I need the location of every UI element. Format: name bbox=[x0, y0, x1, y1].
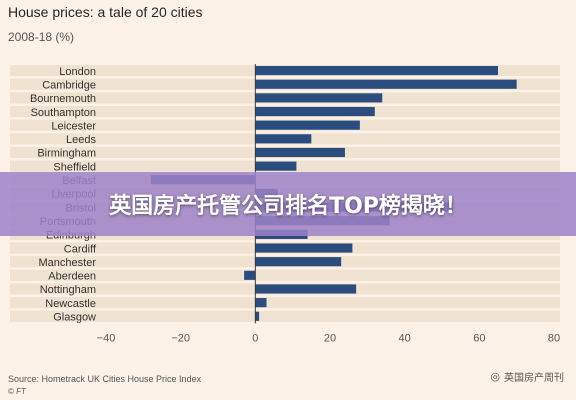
category-label: Aberdeen bbox=[48, 271, 96, 283]
bar bbox=[255, 79, 517, 89]
bar bbox=[255, 120, 360, 130]
promo-banner[interactable]: 英国房产托管公司排名TOP榜揭晓！ bbox=[0, 172, 576, 236]
banner-text: 英国房产托管公司排名TOP榜揭晓！ bbox=[109, 194, 467, 219]
category-label: Nottingham bbox=[40, 284, 96, 296]
watermark: ◎ 英国房产周刊 bbox=[490, 369, 564, 384]
x-tick-label: −40 bbox=[97, 332, 116, 344]
category-label: Manchester bbox=[39, 257, 97, 269]
category-label: Cardiff bbox=[64, 243, 97, 255]
x-tick-label: 60 bbox=[473, 332, 485, 344]
x-tick-label: −20 bbox=[171, 332, 190, 344]
category-label: Sheffield bbox=[53, 161, 96, 173]
source-note: Source: Hometrack UK Cities House Price … bbox=[8, 374, 202, 384]
bar bbox=[255, 284, 357, 294]
row-stripe bbox=[10, 297, 560, 309]
watermark-text: 英国房产周刊 bbox=[504, 373, 564, 384]
bar bbox=[255, 106, 375, 117]
credit-note: © FT bbox=[8, 387, 26, 396]
bar bbox=[255, 93, 383, 103]
chart-title: House prices: a tale of 20 cities bbox=[8, 4, 203, 20]
row-stripe bbox=[10, 310, 560, 322]
bar bbox=[255, 298, 267, 308]
chart-subtitle: 2008-18 (%) bbox=[8, 30, 75, 44]
x-tick-label: 0 bbox=[252, 332, 258, 344]
category-label: Southampton bbox=[31, 107, 96, 119]
bar bbox=[244, 270, 256, 280]
bar bbox=[255, 66, 498, 76]
category-label: Leeds bbox=[66, 134, 96, 146]
bar bbox=[255, 161, 297, 171]
row-stripe bbox=[10, 269, 560, 281]
x-tick-label: 40 bbox=[399, 332, 411, 344]
category-label: Birmingham bbox=[37, 148, 96, 160]
x-tick-label: 80 bbox=[548, 332, 560, 344]
bar bbox=[255, 243, 353, 253]
bar bbox=[255, 311, 260, 321]
category-label: Leicester bbox=[51, 120, 96, 132]
category-label: Glasgow bbox=[53, 312, 96, 324]
category-label: Bournemouth bbox=[30, 93, 96, 105]
wechat-icon: ◎ bbox=[490, 370, 500, 383]
category-label: London bbox=[59, 66, 96, 78]
bar bbox=[255, 257, 342, 267]
x-tick-label: 20 bbox=[324, 332, 336, 344]
bar bbox=[255, 147, 345, 158]
bar bbox=[255, 134, 312, 144]
category-label: Newcastle bbox=[45, 298, 96, 310]
category-label: Cambridge bbox=[42, 79, 96, 91]
